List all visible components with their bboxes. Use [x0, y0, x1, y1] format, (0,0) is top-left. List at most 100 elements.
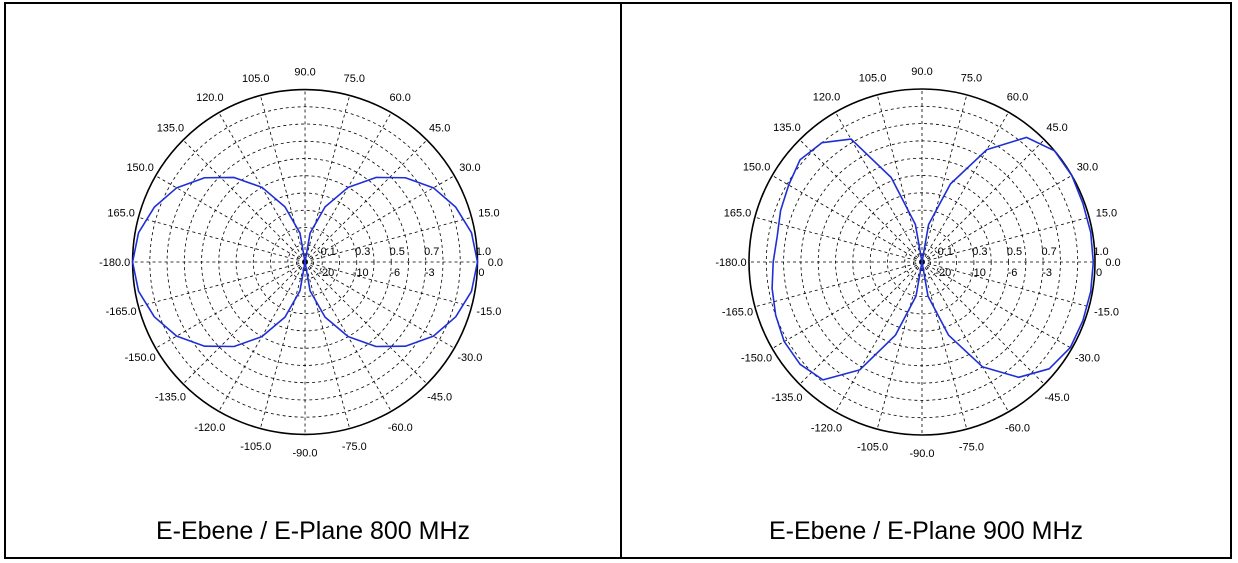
db-tick-label: -20	[935, 267, 951, 279]
grid-spoke	[835, 111, 923, 263]
radial-tick-label: 0.1	[938, 246, 953, 258]
grid-spoke	[799, 139, 923, 263]
pattern-series-line	[131, 176, 479, 348]
angle-tick-label: 0.0	[1105, 257, 1120, 269]
grid-spoke	[921, 111, 1009, 263]
angle-tick-label: 90.0	[911, 66, 932, 78]
angle-tick-label: -15.0	[476, 306, 501, 318]
radial-tick-label: 0.7	[424, 246, 439, 258]
caption-800mhz: E-Ebene / E-Plane 800 MHz	[155, 517, 471, 545]
angle-tick-label: -45.0	[427, 392, 452, 404]
grid-spoke	[304, 261, 472, 307]
grid-ring	[287, 244, 323, 280]
angle-tick-label: 165.0	[724, 208, 752, 220]
db-tick-label: -3	[425, 267, 435, 279]
angle-tick-label: 15.0	[1096, 208, 1117, 220]
grid-spoke	[304, 261, 351, 429]
grid-spoke	[304, 261, 428, 385]
grid-spoke	[138, 261, 306, 307]
grid-ring	[886, 226, 957, 297]
angle-tick-label: 150.0	[743, 162, 771, 174]
grid-spoke	[921, 261, 1073, 349]
angle-tick-label: 75.0	[344, 73, 365, 85]
angle-tick-label: -135.0	[155, 392, 186, 404]
panel-900mhz: 0.0 15.0 30.0 45.0 60.0 75.0 90.0 105.0 120.0 135…	[622, 4, 1230, 557]
angle-tick-label: 15.0	[478, 208, 499, 220]
angle-tick-label: -75.0	[342, 441, 367, 453]
angle-tick-label: -165.0	[722, 306, 753, 318]
grid-spoke	[921, 216, 1090, 263]
grid-spoke	[260, 95, 306, 263]
db-tick-label: -3	[1042, 267, 1052, 279]
grid-spoke	[304, 261, 455, 349]
angle-tick-label: 60.0	[1007, 92, 1028, 104]
angle-tick-label: -45.0	[1045, 392, 1070, 404]
grid-spoke	[835, 261, 923, 413]
angle-tick-label: 105.0	[859, 73, 887, 85]
angle-tick-label: -150.0	[125, 352, 156, 364]
grid-spoke	[921, 261, 1045, 385]
angle-tick-label: -60.0	[1005, 422, 1030, 434]
grid-spoke	[754, 261, 923, 308]
angle-tick-label: -105.0	[857, 441, 888, 453]
caption-900mhz: E-Ebene / E-Plane 900 MHz	[768, 517, 1084, 545]
angle-tick-label: -165.0	[106, 306, 137, 318]
grid-spoke	[754, 216, 923, 263]
pattern-series-line	[771, 136, 1095, 381]
grid-spoke	[921, 94, 968, 263]
db-tick-label: -6	[390, 267, 400, 279]
grid-spoke	[304, 95, 351, 263]
db-tick-label: -20	[318, 267, 334, 279]
angle-tick-label: 135.0	[157, 122, 184, 134]
grid-spoke	[304, 216, 472, 263]
grid-spoke	[304, 139, 428, 263]
db-tick-label: 0	[478, 267, 484, 279]
angle-tick-label: 60.0	[390, 92, 411, 104]
grid-spoke	[304, 175, 455, 263]
angle-tick-label: -180.0	[715, 257, 746, 269]
angle-tick-label: 30.0	[1077, 162, 1098, 174]
angle-tick-label: 75.0	[961, 73, 982, 85]
radial-tick-label: 0.1	[321, 246, 336, 258]
grid-spoke	[876, 261, 923, 430]
grid-spoke	[155, 261, 306, 349]
radial-tick-label: 1.0	[476, 246, 491, 258]
grid-spoke	[182, 261, 306, 385]
db-tick-label: -6	[1008, 267, 1018, 279]
grid-spoke	[771, 175, 923, 263]
grid-spoke	[921, 261, 1090, 308]
angle-tick-label: -90.0	[293, 447, 318, 459]
grid-spoke	[182, 139, 306, 263]
grid-spoke	[799, 261, 923, 385]
db-tick-label: -10	[353, 267, 369, 279]
grid-ring	[149, 106, 461, 418]
polar-chart-900mhz: 0.0 15.0 30.0 45.0 60.0 75.0 90.0 105.0 120.0 135…	[715, 66, 1120, 460]
grid-spoke	[771, 261, 923, 349]
angle-tick-label: -60.0	[388, 422, 413, 434]
grid-ring	[270, 227, 340, 297]
angle-tick-label: -150.0	[741, 353, 772, 365]
angle-tick-label: 30.0	[459, 162, 480, 174]
figure-frame: 0.0 15.0 30.0 45.0 60.0 75.0 90.0 105.0 120.0 135…	[4, 2, 1232, 559]
angle-tick-label: 150.0	[126, 162, 153, 174]
angle-tick-label: 45.0	[1046, 122, 1067, 134]
angle-tick-label: 90.0	[294, 67, 315, 79]
grid-spoke	[921, 261, 968, 430]
grid-ring	[852, 192, 992, 332]
grid-spoke	[260, 261, 306, 429]
angle-tick-label: -75.0	[959, 441, 984, 453]
angle-tick-label: 120.0	[196, 92, 223, 104]
panel-800mhz: 0.0 15.0 30.0 45.0 60.0 75.0 90.0 105.0 120.0 135…	[6, 4, 622, 557]
grid-spoke	[921, 139, 1045, 263]
angle-tick-label: -30.0	[457, 352, 482, 364]
grid-spoke	[921, 175, 1073, 263]
polar-chart-800mhz: 0.0 15.0 30.0 45.0 60.0 75.0 90.0 105.0 120.0 135…	[99, 67, 503, 460]
angle-tick-label: -90.0	[909, 448, 934, 460]
grid-ring	[869, 209, 975, 315]
angle-tick-label: 135.0	[773, 122, 801, 134]
grid-ring	[252, 209, 358, 315]
outer-ring	[748, 88, 1096, 436]
radial-tick-label: 0.5	[1007, 246, 1022, 258]
angle-tick-label: 165.0	[107, 208, 134, 220]
grid-ring	[235, 192, 375, 332]
